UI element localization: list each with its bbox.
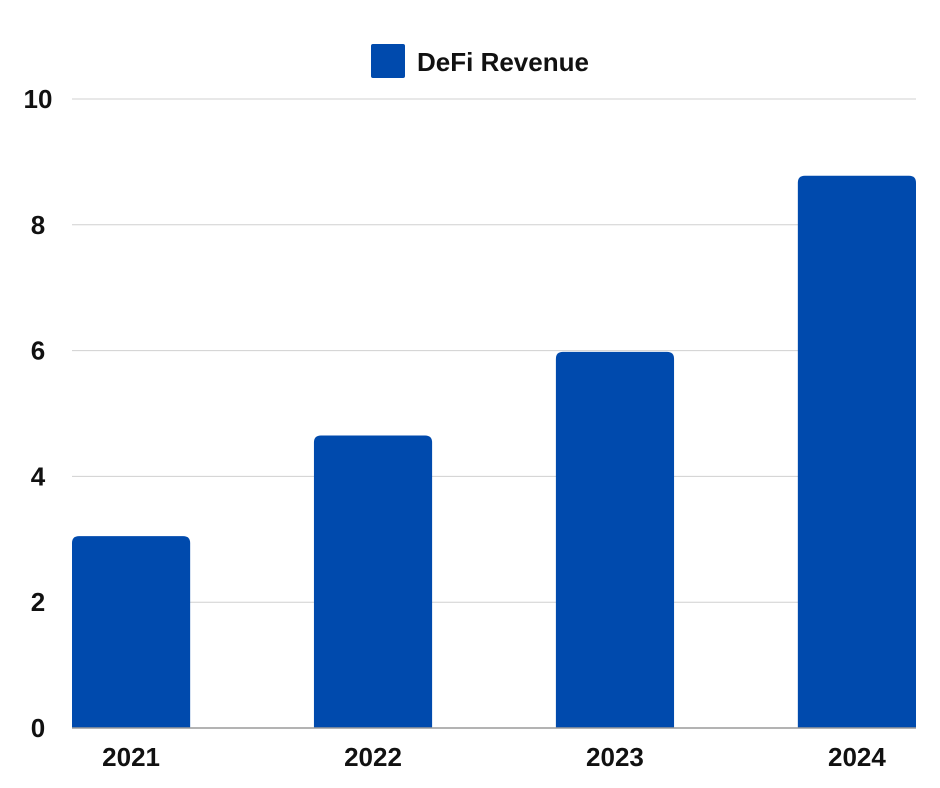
bar-2022 xyxy=(313,435,433,728)
x-tick-label: 2021 xyxy=(102,742,160,772)
y-tick-label: 6 xyxy=(31,336,45,366)
legend: DeFi Revenue xyxy=(371,44,589,78)
y-tick-label: 10 xyxy=(24,84,53,114)
legend-swatch xyxy=(371,44,405,78)
x-tick-label: 2023 xyxy=(586,742,644,772)
x-axis-ticks: 2021 2022 2023 2024 xyxy=(102,742,886,772)
y-tick-label: 2 xyxy=(31,587,45,617)
gridlines xyxy=(72,98,916,603)
bar-2021 xyxy=(72,536,191,728)
y-tick-label: 8 xyxy=(31,210,45,240)
y-tick-label: 4 xyxy=(31,461,46,491)
x-tick-label: 2024 xyxy=(828,742,886,772)
bar-2023 xyxy=(555,351,675,728)
x-tick-label: 2022 xyxy=(344,742,402,772)
bars xyxy=(72,175,916,728)
y-tick-label: 0 xyxy=(31,713,45,743)
bar-2024 xyxy=(797,175,916,728)
y-axis-ticks: 0 2 4 6 8 10 xyxy=(24,84,53,743)
legend-label: DeFi Revenue xyxy=(417,47,589,77)
